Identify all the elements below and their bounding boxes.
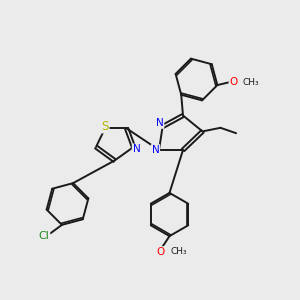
Text: Cl: Cl	[38, 231, 49, 241]
Text: N: N	[152, 145, 159, 155]
Text: O: O	[230, 77, 238, 87]
Text: CH₃: CH₃	[170, 248, 187, 256]
Text: N: N	[156, 118, 164, 128]
Text: O: O	[156, 247, 165, 257]
Text: CH₃: CH₃	[243, 78, 259, 87]
Text: S: S	[101, 119, 109, 133]
Text: N: N	[133, 144, 140, 154]
